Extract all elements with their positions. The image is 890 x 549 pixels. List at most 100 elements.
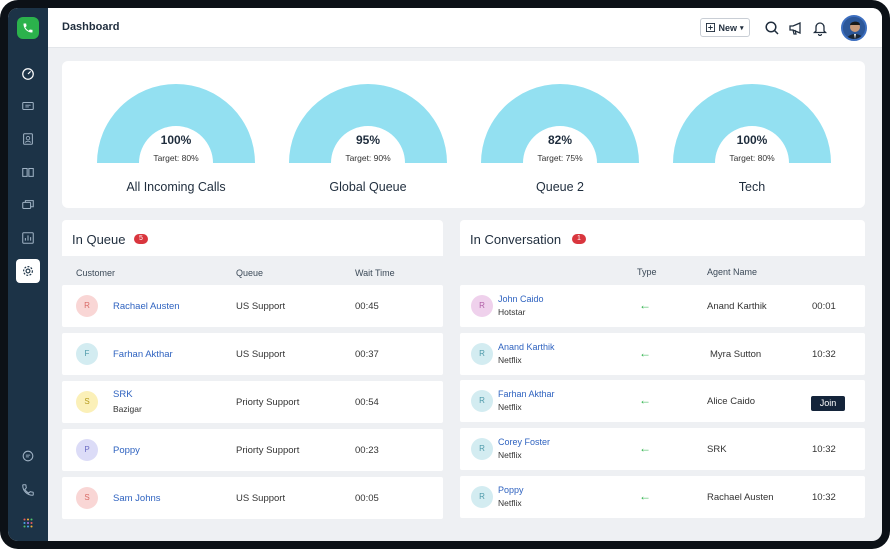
customer-name[interactable]: Farhan Akthar xyxy=(113,349,173,360)
contact-initial-avatar: R xyxy=(471,343,493,365)
contacts-icon[interactable] xyxy=(16,127,40,151)
wait-time: 00:45 xyxy=(355,301,379,312)
apps-grid-icon[interactable] xyxy=(16,511,40,535)
customer-initial-avatar: S xyxy=(76,391,98,413)
gauge-target: Target: 75% xyxy=(537,153,583,163)
gauge-target: Target: 80% xyxy=(153,153,199,163)
reports-icon[interactable] xyxy=(16,226,40,250)
in-conversation-title: In Conversation xyxy=(470,232,562,247)
wait-time: 00:05 xyxy=(355,493,379,504)
contact-initial-avatar: R xyxy=(471,486,493,508)
agent-name: Anand Karthik xyxy=(707,301,767,312)
customer-name[interactable]: SRK xyxy=(113,389,133,400)
contact-initial-avatar: R xyxy=(471,438,493,460)
in-queue-header: In Queue 5 xyxy=(62,220,443,256)
call-duration: 10:32 xyxy=(812,444,836,455)
in-conversation-count-badge: 1 xyxy=(572,234,586,244)
gauge-arc xyxy=(97,84,255,163)
column-header-queue: Queue xyxy=(236,268,264,278)
contact-company: Netflix xyxy=(498,402,522,412)
customer-company: Bazigar xyxy=(113,404,142,414)
contact-initial-avatar: R xyxy=(471,390,493,412)
contact-company: Netflix xyxy=(498,355,522,365)
gauge-value: 82% xyxy=(547,133,573,147)
customer-name[interactable]: Poppy xyxy=(113,445,140,456)
phone-icon[interactable] xyxy=(16,478,40,502)
contact-name[interactable]: Corey Foster xyxy=(498,437,551,447)
gauge-value: 100% xyxy=(736,133,768,147)
knowledge-base-icon[interactable] xyxy=(16,160,40,184)
conversation-row[interactable]: R John Caido Hotstar ← Anand Karthik 00:01 xyxy=(460,285,865,327)
queue-name: Priorty Support xyxy=(236,397,300,408)
queue-name: Priorty Support xyxy=(236,445,300,456)
queue-row[interactable]: P Poppy Priorty Support 00:23 xyxy=(62,429,443,471)
chat-icon[interactable] xyxy=(16,444,40,468)
new-button[interactable]: New ▾ xyxy=(700,18,750,37)
bell-icon[interactable] xyxy=(812,20,828,36)
customer-name[interactable]: Rachael Austen xyxy=(113,301,180,312)
gauge-queue-2: 82% Target: 75% Queue 2 xyxy=(480,83,640,203)
contact-name[interactable]: Farhan Akthar xyxy=(498,389,555,399)
conversation-row[interactable]: R Corey Foster Netflix ← SRK 10:32 xyxy=(460,428,865,470)
conversation-row[interactable]: R Farhan Akthar Netflix ← Alice Caido Join xyxy=(460,380,865,422)
incoming-arrow-icon: ← xyxy=(639,346,651,360)
gauge-value: 100% xyxy=(160,133,192,147)
call-duration: 10:32 xyxy=(812,492,836,503)
gauge-arc xyxy=(481,84,639,163)
contact-company: Hotstar xyxy=(498,307,526,317)
agent-name: Rachael Austen xyxy=(707,492,774,503)
gauge-all-incoming-calls: 100% Target: 80% All Incoming Calls xyxy=(96,83,256,203)
queue-row[interactable]: R Rachael Austen US Support 00:45 xyxy=(62,285,443,327)
top-bar: Dashboard New ▾ xyxy=(48,8,882,48)
chevron-down-icon: ▾ xyxy=(740,24,744,32)
column-header-type: Type xyxy=(637,267,657,277)
settings-icon[interactable] xyxy=(16,259,40,283)
conversations-icon[interactable] xyxy=(16,193,40,217)
gauge-global-queue: 95% Target: 90% Global Queue xyxy=(288,83,448,203)
customer-initial-avatar: P xyxy=(76,439,98,461)
gauge-label: Queue 2 xyxy=(536,180,584,194)
contact-name[interactable]: John Caido xyxy=(498,294,544,304)
incoming-arrow-icon: ← xyxy=(639,489,651,503)
queue-row[interactable]: F Farhan Akthar US Support 00:37 xyxy=(62,333,443,375)
wait-time: 00:23 xyxy=(355,445,379,456)
tickets-icon[interactable] xyxy=(16,94,40,118)
column-header-wait-time: Wait Time xyxy=(355,268,395,278)
gauge-label: Global Queue xyxy=(329,180,407,194)
gauge-target: Target: 90% xyxy=(345,153,391,163)
phone-logo-icon[interactable] xyxy=(17,17,39,39)
conversation-row[interactable]: R Anand Karthik Netflix ← Myra Sutton 10:32 xyxy=(460,333,865,375)
incoming-arrow-icon: ← xyxy=(639,298,651,312)
column-header-agent-name: Agent Name xyxy=(707,267,758,277)
in-conversation-header: In Conversation 1 xyxy=(460,220,865,256)
call-duration: 10:32 xyxy=(812,349,836,360)
search-icon[interactable] xyxy=(764,20,780,36)
gauge-arc xyxy=(673,84,831,163)
gauge-label: Tech xyxy=(738,180,766,194)
customer-initial-avatar: F xyxy=(76,343,98,365)
incoming-arrow-icon: ← xyxy=(639,393,651,407)
column-header-customer: Customer xyxy=(76,268,116,278)
gauge-target: Target: 80% xyxy=(729,153,775,163)
in-queue-title: In Queue xyxy=(72,232,126,247)
agent-name: Myra Sutton xyxy=(710,349,762,360)
dashboard-icon[interactable] xyxy=(16,62,40,86)
user-avatar[interactable] xyxy=(841,15,867,41)
queue-name: US Support xyxy=(236,301,286,312)
join-button[interactable]: Join xyxy=(811,396,845,411)
queue-row[interactable]: S SRK Bazigar Priorty Support 00:54 xyxy=(62,381,443,423)
contact-company: Netflix xyxy=(498,498,522,508)
contact-name[interactable]: Anand Karthik xyxy=(498,342,555,352)
plus-box-icon xyxy=(706,23,716,32)
agent-name: SRK xyxy=(707,444,727,455)
queue-name: US Support xyxy=(236,349,286,360)
conversation-row[interactable]: R Poppy Netflix ← Rachael Austen 10:32 xyxy=(460,476,865,518)
contact-name[interactable]: Poppy xyxy=(498,485,524,495)
queue-row[interactable]: S Sam Johns US Support 00:05 xyxy=(62,477,443,519)
gauge-arc xyxy=(289,84,447,163)
wait-time: 00:54 xyxy=(355,397,379,408)
customer-name[interactable]: Sam Johns xyxy=(113,493,161,504)
incoming-arrow-icon: ← xyxy=(639,441,651,455)
megaphone-icon[interactable] xyxy=(788,20,804,36)
gauge-value: 95% xyxy=(355,133,381,147)
